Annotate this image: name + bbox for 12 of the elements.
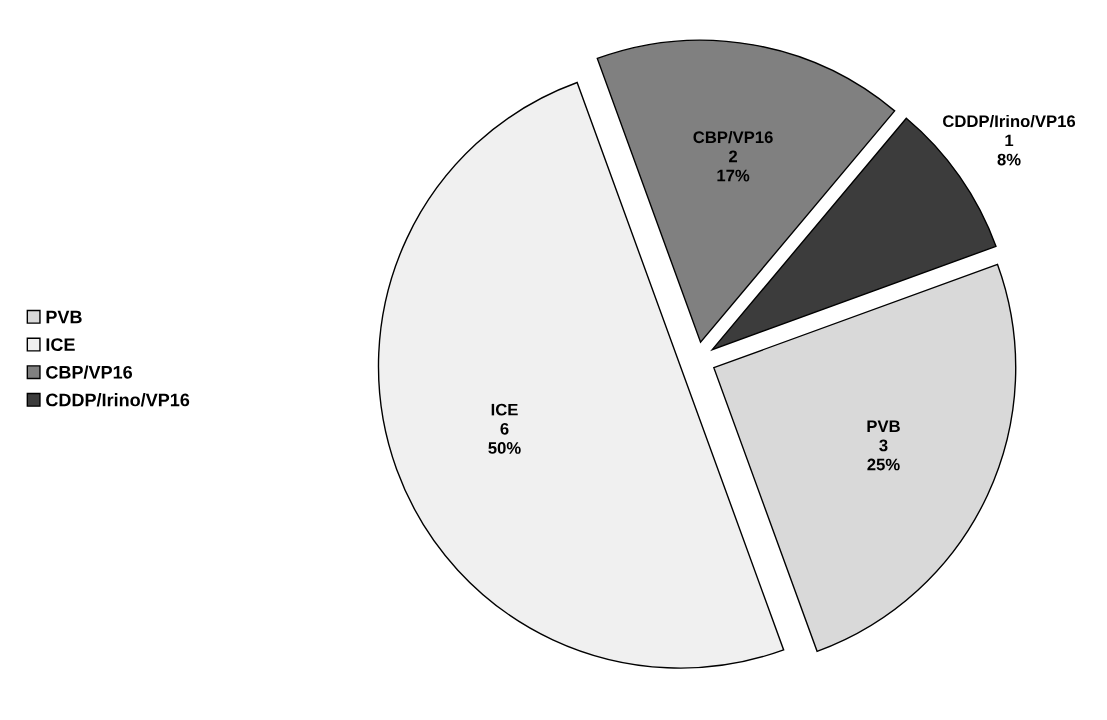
legend-label: CDDP/Irino/VP16 (46, 393, 190, 407)
legend-label: PVB (46, 310, 82, 324)
data-label: 6 50% (488, 422, 521, 454)
data-label: 1 8% (997, 134, 1021, 166)
slice-label: CBP/VP16 (693, 130, 773, 144)
slice-label: ICE (491, 403, 518, 416)
legend-label: ICE (46, 338, 75, 352)
data-label: 2 17% (717, 150, 750, 182)
data-label: 3 25% (867, 439, 900, 471)
slice-label: CDDP/Irino/VP16 (943, 114, 1076, 128)
slice-label: PVB (867, 420, 900, 432)
legend-label: CBP/VP16 (46, 365, 133, 379)
